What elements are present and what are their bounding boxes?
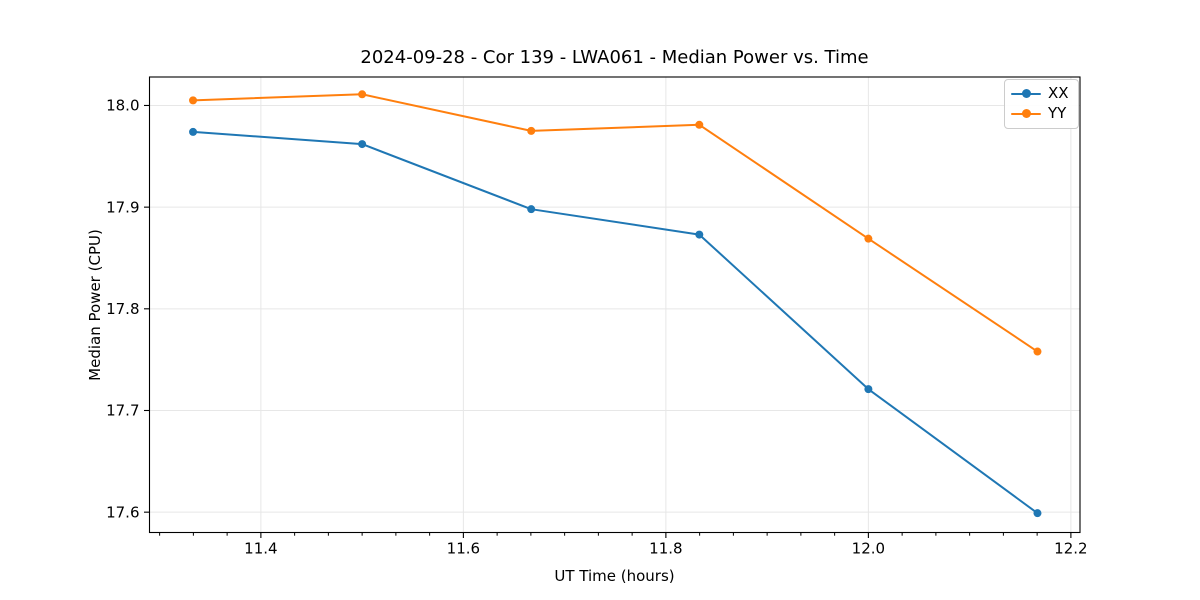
series-XX-line <box>192 130 1039 515</box>
series-YY-line <box>192 93 1039 353</box>
x-tick-labels: 11.4 11.6 11.8 12.0 12.2 <box>244 540 1087 558</box>
data-point <box>1033 347 1042 356</box>
data-point <box>695 120 704 129</box>
chart-title: 2024-09-28 - Cor 139 - LWA061 - Median P… <box>360 47 869 68</box>
x-ticks <box>260 532 1072 538</box>
legend-label-yy: YY <box>1048 104 1067 122</box>
legend-sample-xx-icon <box>1011 87 1041 101</box>
series-XX <box>189 127 1042 518</box>
x-tick-label: 12.2 <box>1054 540 1087 558</box>
legend-label-xx: XX <box>1048 84 1069 102</box>
legend-dot-icon <box>1021 109 1031 118</box>
y-tick-label: 17.7 <box>106 402 139 420</box>
y-gridlines <box>149 104 1080 513</box>
y-tick-label: 18.0 <box>106 97 139 115</box>
y-tick-label: 17.8 <box>106 300 139 318</box>
data-point <box>864 234 873 243</box>
legend-entry-xx: XX <box>1011 84 1069 103</box>
legend-entry-yy: YY <box>1011 104 1069 123</box>
data-point <box>189 127 198 136</box>
data-point <box>1033 509 1042 518</box>
y-tick-labels: 17.6 17.7 17.8 17.9 18.0 <box>106 97 139 522</box>
x-tick-label: 12.0 <box>852 540 885 558</box>
series-YY <box>189 90 1042 356</box>
y-axis-label: Median Power (CPU) <box>86 229 104 381</box>
x-tick-label: 11.8 <box>649 540 682 558</box>
x-axis-label: UT Time (hours) <box>554 567 675 585</box>
legend: XX YY <box>1004 79 1079 129</box>
y-ticks <box>144 104 150 513</box>
y-tick-label: 17.9 <box>106 198 139 216</box>
plot-border <box>148 76 1081 534</box>
data-point <box>527 205 536 214</box>
data-point <box>695 230 704 239</box>
data-point <box>358 90 367 99</box>
data-point <box>358 140 367 149</box>
data-point <box>527 126 536 135</box>
x-tick-label: 11.6 <box>447 540 480 558</box>
data-point <box>864 385 873 394</box>
x-minor-ticks <box>159 532 1038 536</box>
x-gridlines <box>260 77 1072 533</box>
x-tick-label: 11.4 <box>244 540 277 558</box>
data-point <box>189 96 198 105</box>
legend-sample-yy-icon <box>1011 107 1041 121</box>
y-tick-label: 17.6 <box>106 503 139 521</box>
legend-dot-icon <box>1021 89 1031 98</box>
